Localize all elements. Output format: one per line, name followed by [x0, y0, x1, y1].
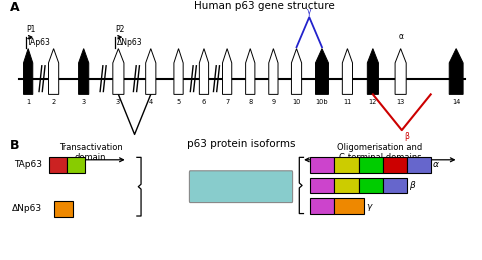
Text: Human p63 gene structure: Human p63 gene structure — [194, 1, 335, 11]
Bar — [310, 157, 335, 173]
Text: 14: 14 — [413, 160, 424, 169]
Polygon shape — [146, 49, 156, 94]
Polygon shape — [395, 49, 406, 94]
Bar — [310, 178, 335, 193]
Text: 10: 10 — [317, 160, 328, 169]
Text: 11: 11 — [343, 99, 351, 105]
FancyBboxPatch shape — [189, 171, 293, 203]
Text: 4: 4 — [148, 99, 153, 105]
Text: 14: 14 — [452, 99, 460, 105]
Bar — [383, 157, 407, 173]
Text: 5: 5 — [176, 99, 181, 105]
Text: 7: 7 — [225, 99, 229, 105]
Bar — [335, 178, 359, 193]
Text: Oligomerisation and
C-terminal domains: Oligomerisation and C-terminal domains — [337, 143, 422, 162]
Text: 6: 6 — [202, 99, 206, 105]
Text: TAp63: TAp63 — [14, 160, 42, 169]
Polygon shape — [49, 49, 59, 94]
Polygon shape — [113, 49, 124, 94]
Bar — [67, 157, 85, 173]
Bar — [310, 198, 335, 214]
Polygon shape — [223, 49, 232, 94]
Text: ΔNp63: ΔNp63 — [117, 38, 142, 47]
Polygon shape — [246, 49, 255, 94]
Text: 9: 9 — [271, 99, 275, 105]
Polygon shape — [200, 49, 209, 94]
Bar — [359, 157, 383, 173]
Bar — [49, 157, 67, 173]
Text: 3': 3' — [59, 204, 67, 213]
Text: 14: 14 — [389, 181, 401, 190]
Text: 10: 10 — [317, 181, 328, 190]
Text: 10: 10 — [293, 99, 301, 105]
Text: A: A — [10, 1, 19, 14]
Text: p63 protein isoforms: p63 protein isoforms — [187, 139, 295, 149]
Polygon shape — [367, 49, 378, 94]
Text: γ: γ — [307, 7, 311, 16]
Bar — [383, 178, 407, 193]
Text: 3': 3' — [115, 99, 121, 105]
Text: 13: 13 — [389, 160, 401, 169]
Text: 8: 8 — [248, 99, 253, 105]
Polygon shape — [269, 49, 278, 94]
Bar — [335, 157, 359, 173]
Text: 3: 3 — [81, 99, 86, 105]
Polygon shape — [79, 49, 89, 94]
Text: P2: P2 — [115, 25, 124, 34]
Text: 10b: 10b — [316, 99, 328, 105]
Text: 11: 11 — [341, 160, 352, 169]
Text: ΔNp63: ΔNp63 — [12, 204, 42, 213]
Polygon shape — [292, 49, 302, 94]
Text: 3: 3 — [73, 160, 79, 169]
Bar — [54, 201, 73, 217]
Text: 13: 13 — [397, 99, 405, 105]
Text: 11: 11 — [341, 181, 352, 190]
Text: 10: 10 — [317, 202, 328, 211]
Text: 10b: 10b — [341, 202, 358, 211]
Text: TAp63: TAp63 — [27, 38, 51, 47]
Polygon shape — [342, 49, 352, 94]
Text: 2: 2 — [52, 99, 56, 105]
Polygon shape — [24, 49, 33, 94]
Polygon shape — [449, 49, 463, 94]
Bar — [335, 198, 364, 214]
Text: γ: γ — [366, 202, 372, 211]
Bar — [359, 178, 383, 193]
Text: 12: 12 — [365, 181, 376, 190]
Polygon shape — [174, 49, 183, 94]
Text: 12: 12 — [369, 99, 377, 105]
Text: DNA-binding domain: DNA-binding domain — [194, 182, 288, 191]
Text: β: β — [409, 181, 415, 190]
Text: α: α — [433, 160, 439, 169]
Text: P1: P1 — [26, 25, 35, 34]
Text: B: B — [10, 139, 19, 152]
Text: 1: 1 — [26, 99, 30, 105]
Bar — [407, 157, 431, 173]
Text: β: β — [404, 132, 409, 141]
Polygon shape — [316, 49, 328, 94]
Text: 12: 12 — [365, 160, 376, 169]
Text: Transactivation
domain: Transactivation domain — [59, 143, 122, 162]
Text: 2: 2 — [55, 160, 61, 169]
Text: α: α — [398, 32, 403, 41]
